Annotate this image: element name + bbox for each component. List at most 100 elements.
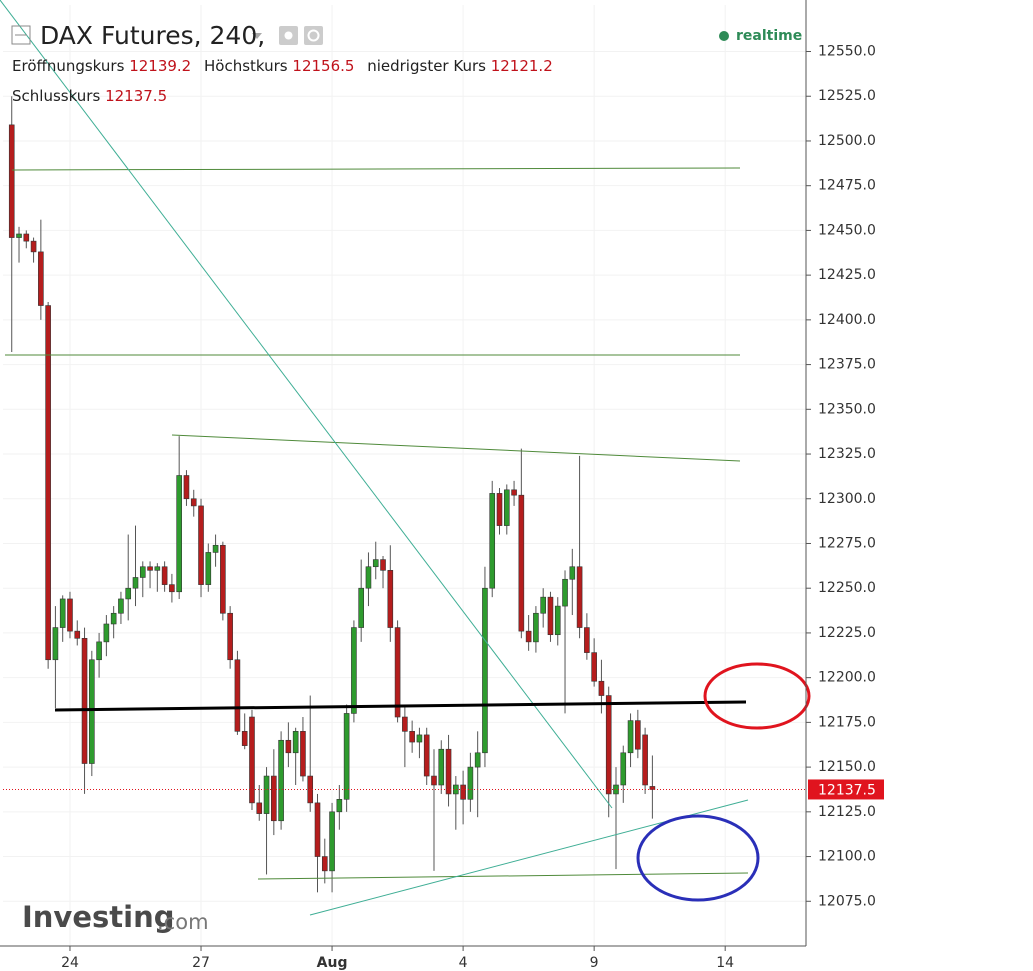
- brand-suffix: .com: [157, 910, 209, 934]
- candle-body: [372, 559, 379, 568]
- candle-body: [132, 577, 139, 589]
- candle-body: [445, 748, 452, 795]
- settings-icon-gear: [307, 29, 320, 42]
- y-tick-label: 12375.0: [818, 357, 876, 373]
- candle-body: [518, 494, 525, 632]
- candle-body: [74, 630, 81, 639]
- candle-body: [139, 566, 146, 578]
- dropdown-icon[interactable]: [252, 33, 262, 39]
- candle-body: [642, 734, 648, 786]
- low-value: 12121.2: [490, 57, 553, 75]
- candle-body: [423, 734, 430, 777]
- candle-body: [67, 598, 73, 632]
- candle-body: [278, 739, 284, 822]
- y-tick-label: 12500.0: [818, 133, 876, 149]
- y-tick-label: 12275.0: [818, 535, 876, 551]
- candle-body: [154, 566, 161, 571]
- settings-icon[interactable]: [304, 26, 323, 45]
- eye-icon-dot: [284, 31, 293, 40]
- x-tick-label: Aug: [317, 955, 348, 971]
- candle-body: [147, 566, 153, 571]
- candle-body: [620, 752, 627, 786]
- y-tick-label: 12300.0: [818, 491, 876, 507]
- drawn-line: [11, 167, 741, 171]
- candle-body: [220, 544, 226, 614]
- candle-body: [292, 731, 299, 754]
- candle-body: [300, 731, 306, 777]
- candle-body: [569, 566, 576, 580]
- candle-body: [59, 598, 66, 628]
- y-tick-label: 12425.0: [818, 267, 876, 283]
- candle-body: [285, 739, 292, 754]
- candle-body: [212, 544, 219, 553]
- candle-body: [627, 720, 634, 754]
- y-tick-label: 12475.0: [818, 178, 876, 194]
- x-tick-label: 9: [590, 955, 599, 971]
- candle-body: [263, 775, 270, 814]
- candle-body: [416, 734, 423, 743]
- y-tick-label: 12525.0: [818, 88, 876, 104]
- candle-body: [591, 652, 597, 682]
- candles: [8, 96, 656, 893]
- candle-body: [336, 799, 343, 813]
- close-value: 12137.5: [105, 87, 168, 105]
- candle-body: [16, 233, 22, 238]
- candle-body: [307, 775, 314, 804]
- candle-body: [314, 802, 321, 857]
- candle-body: [329, 811, 335, 872]
- y-tick-label: 12200.0: [818, 670, 876, 686]
- candle-body: [605, 695, 612, 795]
- grid: [3, 5, 806, 946]
- ohlc-row: Eröffnungskurs 12139.2 Höchstkurs 12156.…: [12, 57, 561, 75]
- candle-body: [547, 596, 554, 636]
- candle-body: [540, 596, 546, 614]
- candle-body: [227, 612, 233, 661]
- brand: Investing: [22, 900, 174, 934]
- candle-body: [554, 605, 561, 636]
- high-value: 12156.5: [292, 57, 355, 75]
- candle-body: [271, 775, 277, 822]
- candle-body: [81, 637, 88, 764]
- last-price-box: [808, 779, 884, 800]
- drawn-line: [54, 700, 747, 712]
- candle-body: [205, 552, 212, 585]
- candle-body: [125, 587, 132, 600]
- candle-body: [45, 305, 51, 661]
- candle-body: [96, 641, 102, 661]
- candle-body: [576, 566, 583, 628]
- candle-body: [489, 493, 496, 589]
- candle-body: [460, 784, 466, 800]
- y-tick-label: 12175.0: [818, 714, 876, 730]
- candle-body: [635, 720, 641, 750]
- candle-body: [511, 489, 517, 496]
- collapse-icon[interactable]: [11, 25, 31, 45]
- candle-body: [409, 731, 415, 743]
- candle-body: [598, 680, 605, 696]
- open-value: 12139.2: [129, 57, 192, 75]
- y-tick-label: 12100.0: [818, 849, 876, 865]
- y-tick-label: 12225.0: [818, 625, 876, 641]
- candle-body: [249, 716, 255, 804]
- chart-title: DAX Futures, 240,: [40, 21, 265, 50]
- candle-body: [183, 475, 190, 500]
- candle-body: [8, 124, 15, 238]
- drawings: [0, 0, 811, 916]
- x-tick-label: 24: [61, 955, 79, 971]
- candle-body: [562, 578, 568, 607]
- close-row: Schlusskurs 12137.5: [12, 87, 175, 105]
- candle-body: [467, 766, 474, 800]
- candle-body: [89, 659, 95, 764]
- y-tick-label: 12550.0: [818, 44, 876, 60]
- candle-body: [649, 786, 656, 790]
- candle-body: [103, 623, 110, 643]
- y-tick-label: 12325.0: [818, 446, 876, 462]
- x-tick-label: 4: [459, 955, 468, 971]
- candle-body: [176, 475, 182, 593]
- last-price-label: 12137.5: [818, 782, 876, 798]
- candle-body: [438, 748, 445, 786]
- drawn-line: [0, 0, 613, 809]
- drawn-line: [257, 872, 749, 880]
- x-tick-label: 14: [716, 955, 734, 971]
